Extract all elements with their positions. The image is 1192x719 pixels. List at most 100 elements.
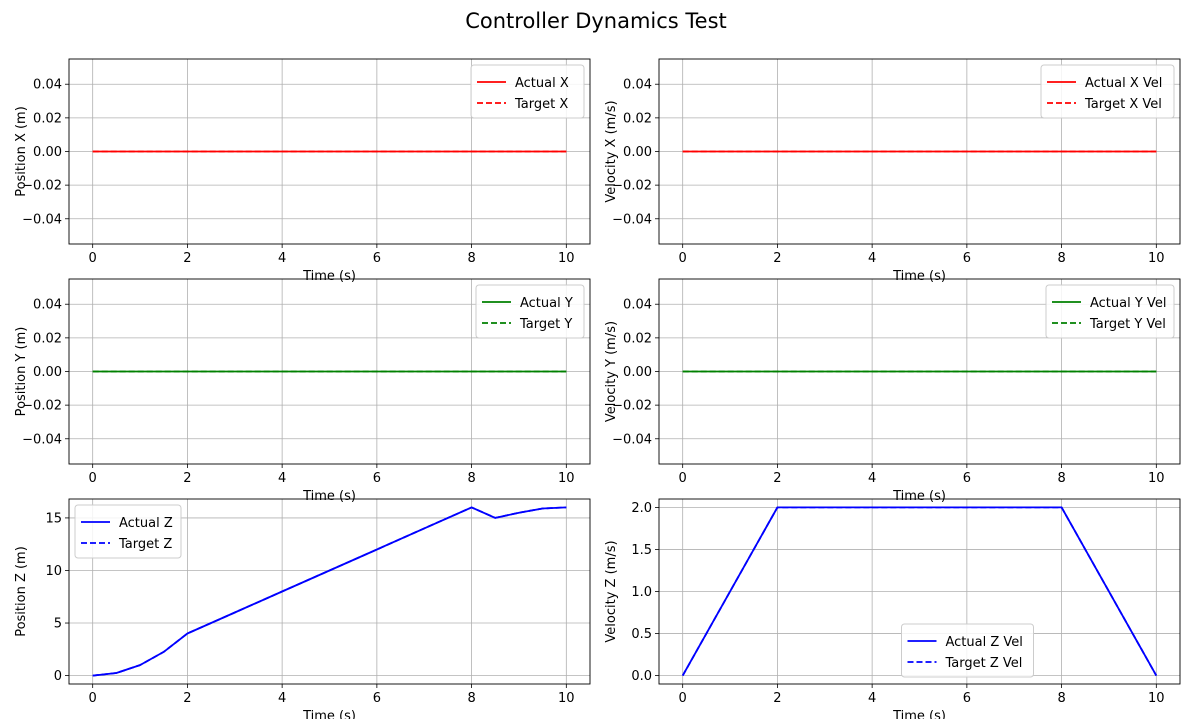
subplot-5: 0 2 4 6 8 10 0 5 10 15 Time (s) Position Z (m) Actua… [14, 498, 591, 719]
axes-frame [658, 58, 1181, 245]
legend-label: Target Y [519, 317, 572, 332]
legend: Actual X Target X [470, 64, 585, 119]
legend: Actual X Vel Target X Vel [1040, 64, 1175, 119]
y-axis-label: Position Y (m) [14, 327, 29, 417]
x-tick-label: 2 [183, 691, 191, 706]
y-tick-label: 1.5 [631, 543, 652, 558]
y-tick-label: 10 [45, 564, 62, 579]
x-tick-label: 10 [558, 471, 575, 486]
y-tick-label: −0.04 [612, 212, 652, 227]
x-tick-label: 8 [467, 471, 475, 486]
legend-box [901, 623, 1034, 678]
legend-label: Actual Y [520, 296, 573, 311]
legend-label: Actual Z [119, 516, 173, 531]
x-tick-label: 0 [679, 691, 687, 706]
y-tick-label: 0.5 [631, 627, 652, 642]
legend: Actual Z Target Z [74, 504, 182, 559]
x-tick-label: 6 [373, 471, 381, 486]
series-line [681, 506, 1158, 677]
x-tick-label: 2 [773, 691, 781, 706]
y-axis-label: Position X (m) [14, 106, 29, 197]
x-tick-label: 2 [773, 471, 781, 486]
x-tick-label: 8 [467, 251, 475, 266]
subplot-4: 0 2 4 6 8 10 −0.04 −0.02 0.00 0.02 0.04 Time (s) Vel… [604, 278, 1181, 504]
y-tick-label: 0.04 [623, 78, 652, 93]
legend-label: Target X Vel [1084, 97, 1162, 112]
x-tick-label: 4 [868, 251, 876, 266]
legend-label: Actual Z Vel [946, 635, 1023, 650]
x-tick-label: 4 [278, 251, 286, 266]
y-tick-label: 0 [54, 669, 62, 684]
y-tick-label: 0.02 [33, 111, 62, 126]
legend: Actual Y Target Y [475, 284, 585, 339]
figure-title: Controller Dynamics Test [465, 9, 727, 33]
legend-label: Target Y Vel [1089, 317, 1166, 332]
legend-box [470, 64, 585, 119]
x-tick-label: 10 [558, 251, 575, 266]
x-tick-label: 10 [1148, 471, 1165, 486]
legend: Actual Z Vel Target Z Vel [901, 623, 1034, 678]
x-axis-label: Time (s) [302, 489, 356, 504]
y-tick-label: 0.00 [623, 145, 652, 160]
y-axis-label: Position Z (m) [14, 546, 29, 637]
x-tick-label: 0 [89, 471, 97, 486]
legend-box [1045, 284, 1175, 339]
y-tick-label: −0.04 [22, 212, 62, 227]
y-tick-label: −0.02 [22, 179, 62, 194]
x-axis-label: Time (s) [302, 269, 356, 284]
x-tick-label: 2 [183, 471, 191, 486]
y-tick-label: 0.00 [623, 365, 652, 380]
x-tick-label: 10 [558, 691, 575, 706]
x-tick-label: 8 [1057, 471, 1065, 486]
y-tick-label: 0.02 [623, 331, 652, 346]
y-tick-label: −0.04 [22, 432, 62, 447]
legend: Actual Y Vel Target Y Vel [1045, 284, 1175, 339]
x-tick-label: 2 [773, 251, 781, 266]
x-tick-label: 4 [868, 471, 876, 486]
y-tick-label: 0.02 [33, 331, 62, 346]
legend-label: Actual X [515, 76, 569, 91]
y-tick-label: 0.04 [33, 78, 62, 93]
y-tick-label: 0.02 [623, 111, 652, 126]
x-axis-label: Time (s) [892, 709, 946, 719]
x-tick-label: 0 [679, 471, 687, 486]
subplot-6: 0 2 4 6 8 10 0.0 0.5 1.0 1.5 2.0 Time (s) Velocity Z… [604, 498, 1181, 719]
x-tick-label: 0 [89, 691, 97, 706]
y-tick-label: 5 [54, 617, 62, 632]
y-tick-label: −0.02 [612, 399, 652, 414]
y-tick-label: −0.04 [612, 432, 652, 447]
x-tick-label: 2 [183, 251, 191, 266]
x-tick-label: 8 [467, 691, 475, 706]
axes-frame [658, 278, 1181, 465]
x-tick-label: 4 [868, 691, 876, 706]
x-axis-label: Time (s) [892, 269, 946, 284]
subplot-1: 0 2 4 6 8 10 −0.04 −0.02 0.00 0.02 0.04 Time (s) Pos… [14, 58, 591, 284]
y-axis-label: Velocity Z (m/s) [604, 540, 619, 642]
subplot-2: 0 2 4 6 8 10 −0.04 −0.02 0.00 0.02 0.04 Time (s) Vel… [604, 58, 1181, 284]
legend-label: Actual Y Vel [1090, 296, 1166, 311]
legend-label: Actual X Vel [1085, 76, 1162, 91]
legend-label: Target Z Vel [945, 656, 1023, 671]
y-tick-label: 15 [45, 511, 62, 526]
x-tick-label: 8 [1057, 251, 1065, 266]
y-tick-label: −0.02 [612, 179, 652, 194]
legend-box [475, 284, 585, 339]
y-tick-label: 0.00 [33, 145, 62, 160]
x-tick-label: 0 [679, 251, 687, 266]
legend-box [74, 504, 182, 559]
y-tick-label: 0.04 [623, 298, 652, 313]
x-axis-label: Time (s) [302, 709, 356, 719]
y-axis-label: Velocity X (m/s) [604, 100, 619, 202]
axes-frame [68, 278, 591, 465]
x-tick-label: 4 [278, 471, 286, 486]
y-tick-label: 2.0 [631, 501, 652, 516]
y-tick-label: 0.04 [33, 298, 62, 313]
y-tick-label: 0.00 [33, 365, 62, 380]
legend-label: Target Z [118, 537, 172, 552]
y-tick-label: 1.0 [631, 585, 652, 600]
legend-box [1040, 64, 1175, 119]
x-tick-label: 10 [1148, 691, 1165, 706]
y-tick-label: 0.0 [631, 669, 652, 684]
x-tick-label: 6 [963, 471, 971, 486]
